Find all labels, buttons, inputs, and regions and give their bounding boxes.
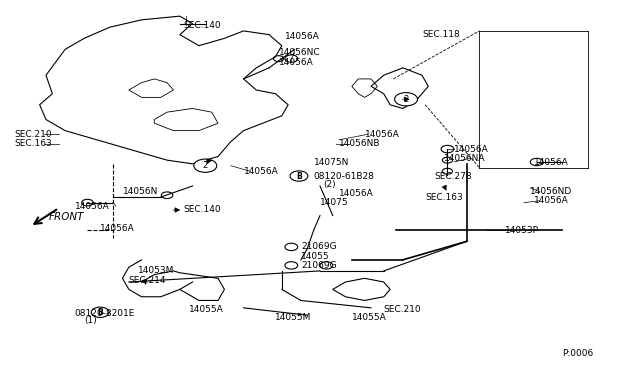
Text: 14056ND: 14056ND: [531, 187, 573, 196]
Text: SEC.163: SEC.163: [14, 139, 52, 148]
Text: 21069G: 21069G: [301, 243, 337, 251]
Text: 14075: 14075: [320, 198, 349, 207]
Text: SEC.210: SEC.210: [384, 305, 421, 314]
Text: 14055: 14055: [301, 251, 330, 261]
Text: 08120-61B28: 08120-61B28: [314, 172, 374, 181]
Text: 14055A: 14055A: [352, 312, 387, 321]
Text: P:0006: P:0006: [562, 350, 593, 359]
Text: 14056A: 14056A: [454, 145, 488, 154]
Text: 21069G: 21069G: [301, 261, 337, 270]
Text: SEC.140: SEC.140: [183, 205, 221, 215]
Text: (2): (2): [323, 180, 336, 189]
Text: 14056A: 14056A: [100, 224, 135, 233]
Text: 14056A: 14056A: [534, 157, 568, 167]
Text: SEC.210: SEC.210: [14, 130, 52, 139]
Circle shape: [394, 93, 417, 106]
Text: B: B: [97, 308, 103, 317]
Text: 14056A: 14056A: [365, 130, 399, 139]
Text: B: B: [296, 171, 302, 180]
Text: 2: 2: [403, 95, 409, 104]
Text: SEC.214: SEC.214: [129, 276, 166, 285]
Circle shape: [92, 307, 109, 317]
Text: 14053M: 14053M: [138, 266, 175, 275]
Text: FRONT: FRONT: [49, 212, 84, 222]
Text: 14056A: 14056A: [339, 189, 374, 198]
Circle shape: [194, 159, 217, 172]
Text: SEC.278: SEC.278: [435, 172, 472, 181]
Text: (1): (1): [84, 316, 97, 325]
Text: SEC.118: SEC.118: [422, 30, 460, 39]
Text: SEC.163: SEC.163: [425, 193, 463, 202]
Text: 14075N: 14075N: [314, 157, 349, 167]
Text: 14056A: 14056A: [75, 202, 109, 211]
Text: 14056NA: 14056NA: [444, 154, 486, 163]
Text: 14056A: 14056A: [534, 196, 568, 205]
Text: 14056A: 14056A: [244, 167, 278, 176]
Text: 14053P: 14053P: [505, 226, 539, 235]
Text: 14055A: 14055A: [189, 305, 224, 314]
Text: 08120-8201E: 08120-8201E: [75, 309, 135, 318]
Text: 14056NB: 14056NB: [339, 139, 381, 148]
Circle shape: [290, 171, 308, 181]
Text: 14056A: 14056A: [278, 58, 314, 67]
Text: 14056A: 14056A: [285, 32, 320, 41]
Text: 14055M: 14055M: [275, 312, 312, 321]
Text: SEC.140: SEC.140: [183, 21, 221, 30]
Text: 2: 2: [203, 161, 208, 170]
Text: 14056N: 14056N: [122, 187, 158, 196]
Text: 14056NC: 14056NC: [278, 48, 320, 57]
